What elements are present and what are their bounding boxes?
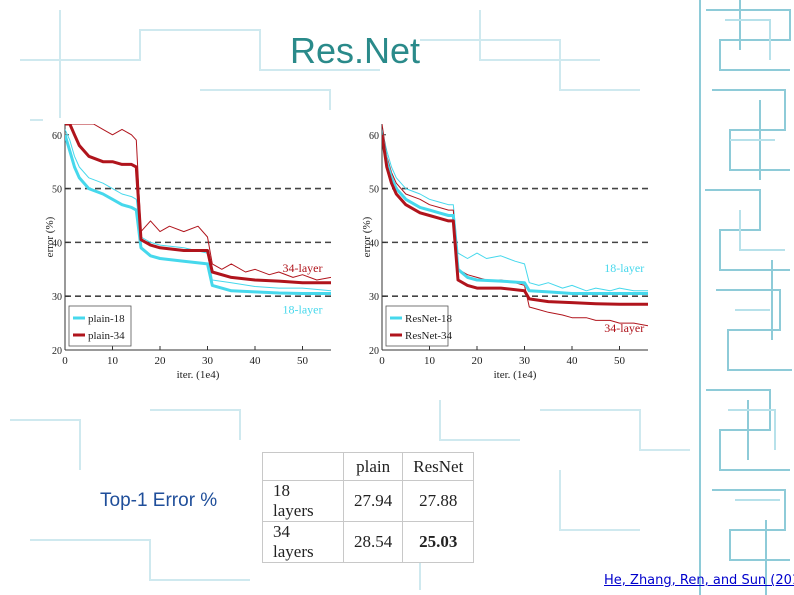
y-tick-label: 50 (369, 185, 379, 196)
x-tick-label: 40 (567, 355, 579, 367)
y-tick-label: 60 (52, 131, 62, 142)
x-tick-label: 20 (472, 355, 484, 367)
x-tick-label: 50 (297, 355, 309, 367)
table-header-resnet: ResNet (402, 452, 475, 481)
y-tick-label: 40 (52, 238, 62, 249)
series-annotation: 18-layer (283, 302, 323, 316)
x-tick-label: 40 (250, 355, 262, 367)
x-tick-label: 50 (614, 355, 626, 367)
series-annotation: 34-layer (604, 321, 644, 335)
table-cell-resnet: 27.88 (402, 480, 475, 522)
x-tick-label: 10 (107, 355, 119, 367)
table-caption-label: Top-1 Error % (100, 490, 218, 511)
table-corner-cell (262, 452, 344, 481)
series-annotation: 34-layer (283, 261, 323, 275)
table-cell-plain: 28.54 (342, 521, 404, 563)
y-tick-label: 60 (369, 131, 379, 142)
x-axis-label: iter. (1e4) (494, 369, 537, 381)
series-annotation: 18-layer (604, 261, 644, 275)
table-cell-resnet-best: 25.03 (402, 521, 475, 563)
series-line-resnet-34 (382, 134, 648, 306)
legend-label: plain-34 (88, 330, 125, 342)
table-cell-plain: 27.94 (342, 480, 404, 522)
table-row: 34 layers 28.54 25.03 (262, 521, 475, 563)
citation-link[interactable]: He, Zhang, Ren, and Sun (201 (604, 573, 794, 588)
series-line-resnet-18-train (382, 129, 648, 292)
x-tick-label: 0 (379, 355, 385, 367)
y-axis-label: error (%) (44, 216, 56, 257)
x-tick-label: 20 (155, 355, 167, 367)
x-tick-label: 30 (202, 355, 214, 367)
x-axis-label: iter. (1e4) (177, 369, 220, 381)
y-tick-label: 30 (369, 292, 379, 303)
y-tick-label: 20 (369, 346, 379, 357)
table-row-label: 34 layers (262, 521, 344, 563)
series-line-plain-34-train (65, 124, 331, 281)
x-tick-label: 30 (519, 355, 531, 367)
legend-label: plain-18 (88, 313, 125, 325)
series-line-plain-34 (65, 124, 331, 285)
top1-error-table: plain ResNet 18 layers 27.94 27.88 34 la… (262, 452, 475, 563)
legend-box (385, 305, 449, 347)
y-tick-label: 40 (369, 238, 379, 249)
plain-networks-chart: 0 10 20 30 40 50 20 30 40 50 60 iter. (1e4) error (%… (43, 118, 335, 384)
resnet-chart: 0 10 20 30 40 50 20 30 40 50 60 iter. (1e4) error (%… (360, 118, 652, 384)
legend-label: ResNet-18 (405, 313, 453, 325)
y-tick-label: 30 (52, 292, 62, 303)
x-tick-label: 0 (62, 355, 68, 367)
table-header-plain: plain (342, 452, 404, 481)
table-row-label: 18 layers (262, 480, 344, 522)
y-tick-label: 20 (52, 346, 62, 357)
x-tick-label: 10 (424, 355, 436, 367)
table-header-row: plain ResNet (262, 452, 475, 481)
legend-box (68, 305, 132, 347)
series-line-plain-18 (65, 134, 331, 295)
legend-label: ResNet-34 (405, 330, 453, 342)
y-tick-label: 50 (52, 185, 62, 196)
y-axis-label: error (%) (361, 216, 373, 257)
table-row: 18 layers 27.94 27.88 (262, 480, 475, 522)
slide-title: Res.Net (289, 30, 421, 71)
